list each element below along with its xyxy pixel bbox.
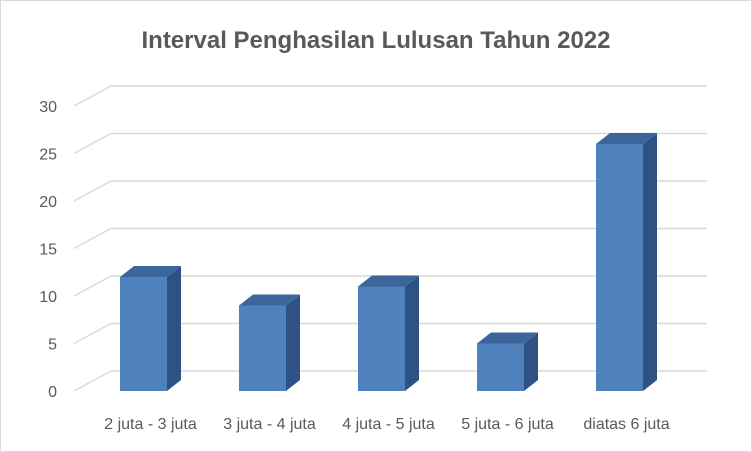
- bar-top: [120, 266, 181, 277]
- gridline-depth: [73, 132, 112, 155]
- y-tick-label: 15: [39, 242, 57, 259]
- gridline-depth: [73, 180, 112, 202]
- bar: [358, 286, 405, 391]
- x-tick-label: 2 juta - 3 juta: [104, 416, 197, 433]
- y-tick-label: 20: [39, 194, 57, 211]
- bar-side: [167, 266, 181, 391]
- bar-side: [643, 133, 657, 391]
- y-tick-label: 5: [48, 337, 57, 354]
- bar-top: [239, 294, 300, 306]
- x-tick-label: 3 juta - 4 juta: [223, 416, 316, 433]
- bar-top: [358, 275, 419, 287]
- y-tick-label: 0: [48, 384, 57, 401]
- bar: [596, 144, 643, 391]
- gridline-depth: [73, 370, 112, 392]
- y-tick-label: 25: [39, 147, 57, 164]
- gridline-depth: [73, 275, 112, 297]
- bar-side: [524, 332, 538, 391]
- y-tick-label: 30: [39, 99, 57, 116]
- bar: [477, 343, 524, 391]
- bar-top: [477, 332, 538, 344]
- gridline-depth: [73, 227, 112, 250]
- y-tick-label: 10: [39, 289, 57, 306]
- x-tick-label: 5 juta - 6 juta: [461, 416, 554, 433]
- bar: [120, 277, 167, 391]
- bar-side: [405, 275, 419, 391]
- bar-top: [596, 133, 657, 144]
- bar: [239, 305, 286, 391]
- gridline-depth: [73, 322, 112, 345]
- chart-title: Interval Penghasilan Lulusan Tahun 2022: [141, 27, 611, 54]
- bar-side: [286, 294, 300, 391]
- x-tick-label: diatas 6 juta: [583, 416, 669, 433]
- x-tick-label: 4 juta - 5 juta: [342, 416, 435, 433]
- gridline-depth: [73, 85, 112, 107]
